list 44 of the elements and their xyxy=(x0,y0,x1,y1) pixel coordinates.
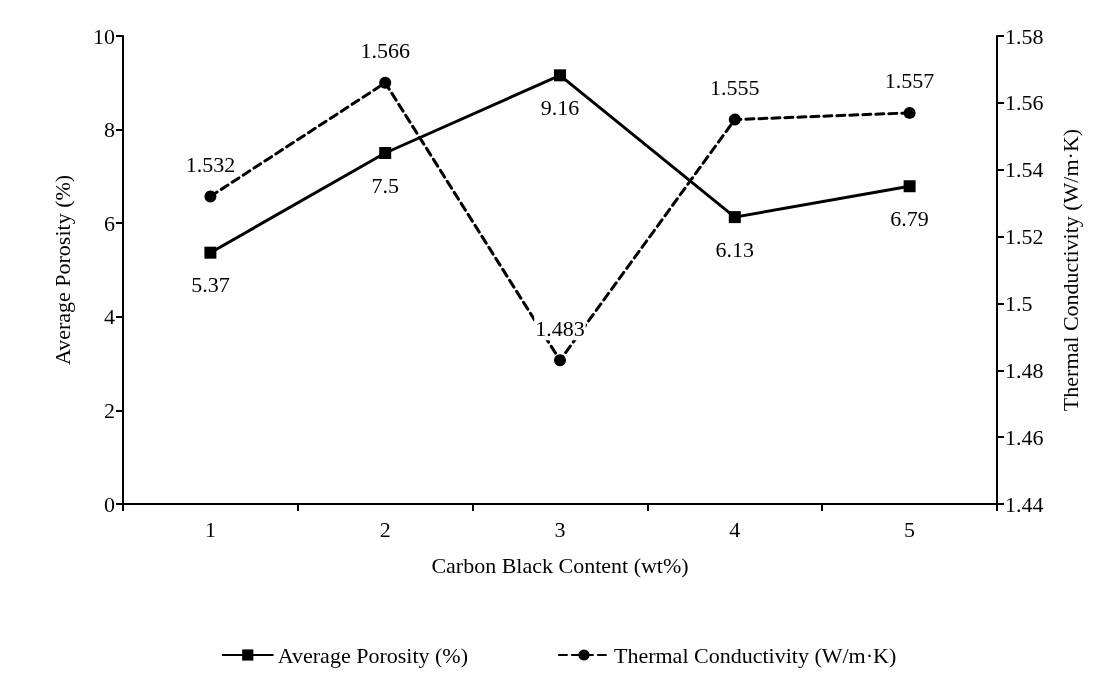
y-tick-label: 2 xyxy=(104,397,115,423)
data-label: 1.566 xyxy=(360,38,410,64)
data-label: 9.16 xyxy=(540,94,580,120)
data-label: 1.483 xyxy=(535,315,585,341)
y-tick-label: 4 xyxy=(104,304,115,330)
legend-label: Thermal Conductivity (W/m·K) xyxy=(613,642,897,668)
data-label: 7.5 xyxy=(371,172,399,198)
y2-tick-label: 1.5 xyxy=(1005,290,1033,316)
y-axis-title: Average Porosity (%) xyxy=(49,174,75,366)
y2-axis-title: Thermal Conductivity (W/m·K) xyxy=(1057,128,1083,412)
x-tick-label: 3 xyxy=(554,516,566,542)
x-tick-label: 2 xyxy=(379,516,391,542)
y2-tick-label: 1.44 xyxy=(1005,491,1044,517)
data-label: 5.37 xyxy=(191,272,230,298)
y2-tick-label: 1.54 xyxy=(1005,157,1044,183)
point xyxy=(728,113,741,126)
x-tick-label: 5 xyxy=(904,516,916,542)
y2-tick-label: 1.52 xyxy=(1005,224,1044,250)
data-label: 6.79 xyxy=(890,205,929,231)
data-label: 1.557 xyxy=(884,68,935,94)
y2-tick-label: 1.58 xyxy=(1005,23,1044,49)
y-tick-label: 0 xyxy=(104,491,115,517)
data-label: 1.532 xyxy=(185,151,236,177)
point xyxy=(728,211,741,224)
point xyxy=(204,190,217,203)
point xyxy=(903,180,916,193)
point xyxy=(379,147,392,159)
data-label: 6.13 xyxy=(715,236,755,262)
point xyxy=(903,106,916,119)
x-tick-label: 1 xyxy=(204,516,216,542)
y2-tick-label: 1.46 xyxy=(1005,424,1044,450)
y-tick-label: 10 xyxy=(93,23,115,49)
x-axis-title: Carbon Black Content (wt%) xyxy=(431,552,689,578)
point xyxy=(554,69,566,82)
data-label: 1.555 xyxy=(710,75,760,101)
point xyxy=(554,354,566,367)
point xyxy=(204,246,217,259)
y-tick-label: 8 xyxy=(104,117,115,143)
legend-label: Average Porosity (%) xyxy=(277,642,468,668)
y-tick-label: 6 xyxy=(104,210,115,236)
y2-tick-label: 1.48 xyxy=(1005,357,1044,383)
point xyxy=(379,76,392,89)
y2-tick-label: 1.56 xyxy=(1005,90,1044,116)
x-tick-label: 4 xyxy=(729,516,741,542)
